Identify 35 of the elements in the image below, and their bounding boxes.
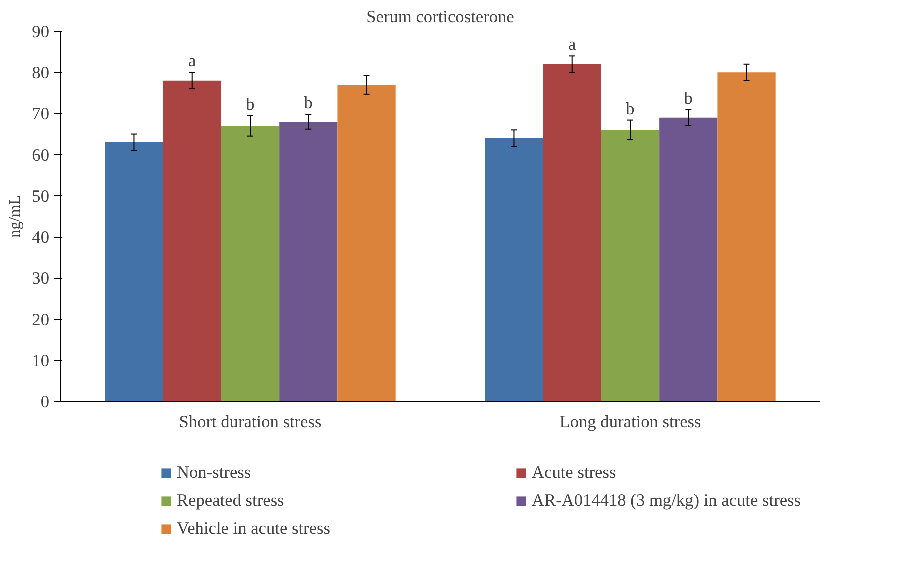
x-tick-label: Short duration stress xyxy=(179,412,322,432)
y-tick-label: 90 xyxy=(32,22,50,42)
data-label: b xyxy=(626,99,635,118)
x-tick-label: Long duration stress xyxy=(560,412,702,432)
data-label: b xyxy=(246,94,255,114)
bar xyxy=(221,126,280,402)
y-tick-label: 10 xyxy=(32,351,50,370)
y-axis-title: ng/mL xyxy=(7,195,24,238)
bar xyxy=(105,142,164,402)
bar xyxy=(338,84,396,402)
legend-label: AR-A014418 (3 mg/kg) in acute stress xyxy=(532,491,802,511)
legend-label: Repeated stress xyxy=(177,491,286,511)
bar xyxy=(601,130,660,402)
legend-label: Acute stress xyxy=(532,463,618,483)
bar xyxy=(163,80,222,402)
legend-label: Vehicle in acute stress xyxy=(177,519,332,539)
chart-title: Serum corticosterone xyxy=(366,8,515,26)
data-label: a xyxy=(188,52,197,71)
y-tick-label: 0 xyxy=(40,392,50,412)
data-label: b xyxy=(684,89,693,108)
y-tick-label: 80 xyxy=(32,64,50,83)
bar xyxy=(718,72,776,402)
bar xyxy=(485,138,544,402)
y-tick-label: 50 xyxy=(32,186,50,206)
y-tick-label: 20 xyxy=(32,310,50,330)
y-tick-label: 60 xyxy=(32,146,50,165)
bar xyxy=(280,122,338,402)
y-tick-label: 30 xyxy=(32,269,50,288)
bar xyxy=(660,118,718,402)
y-tick-label: 70 xyxy=(32,104,50,124)
bar xyxy=(543,64,602,402)
data-label: b xyxy=(304,94,313,113)
legend-label: Non-stress xyxy=(177,463,252,483)
y-tick-label: 40 xyxy=(32,228,50,248)
data-label: a xyxy=(568,35,577,54)
